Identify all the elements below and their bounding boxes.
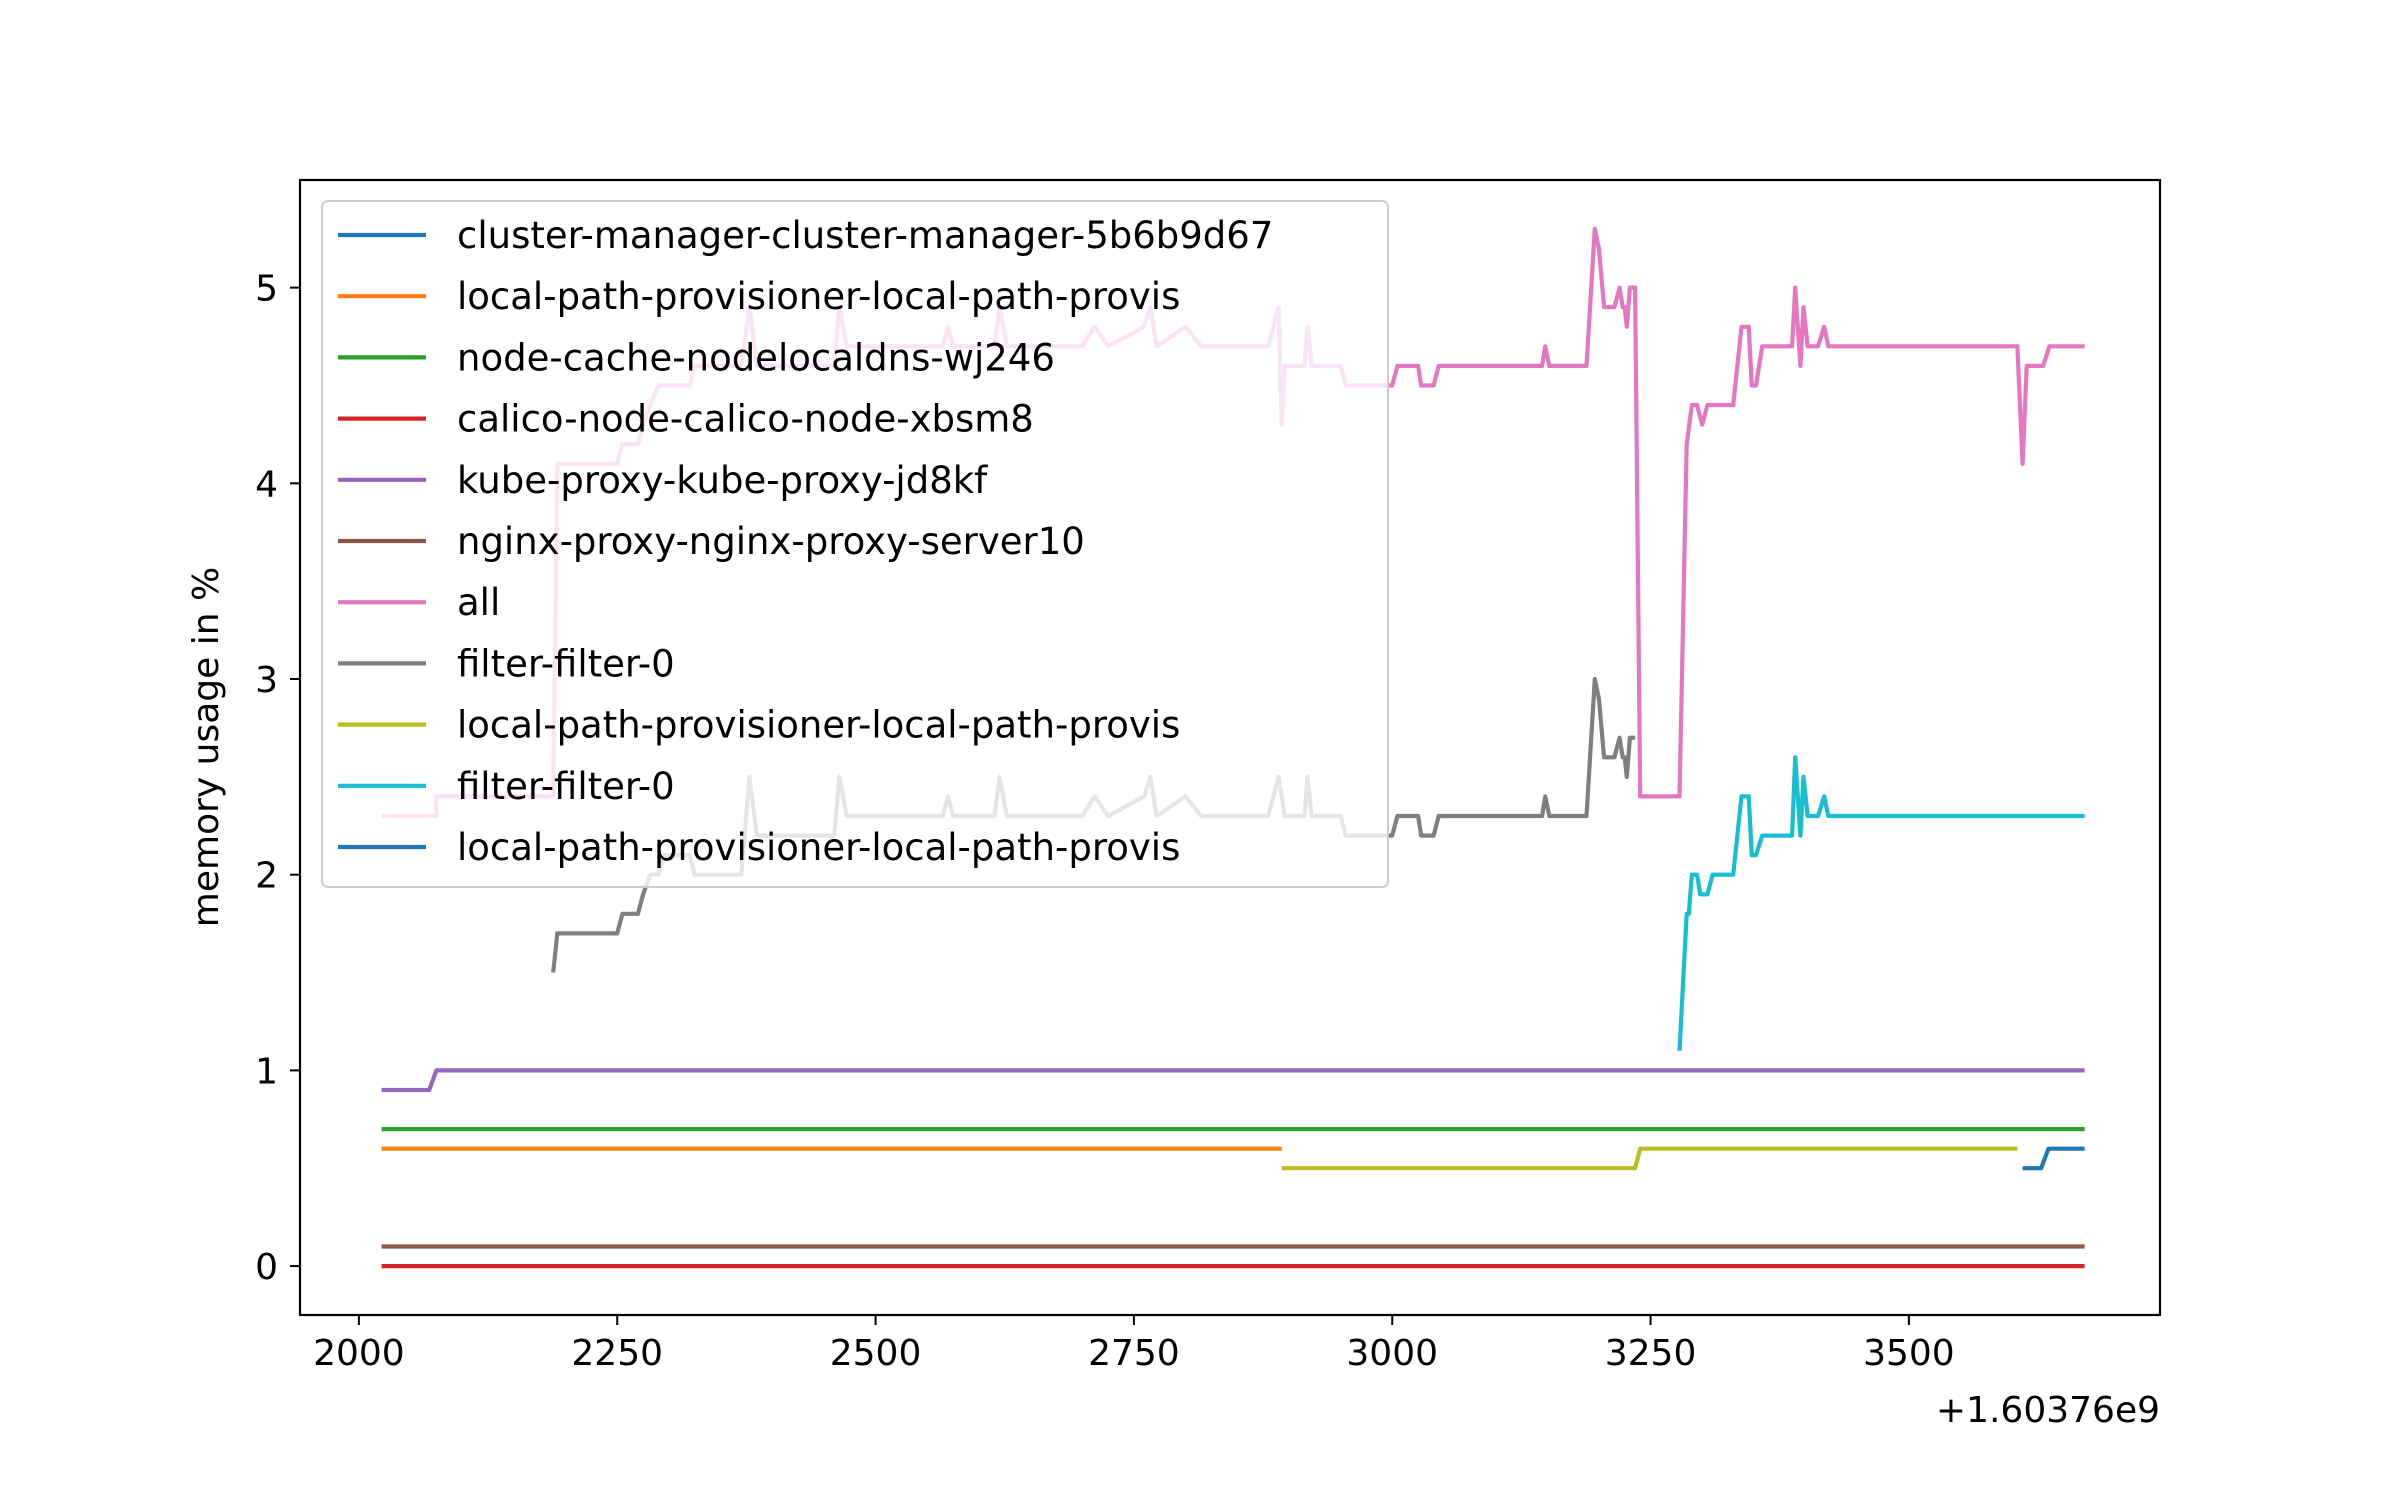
x-tick-label: 3000 xyxy=(1346,1333,1438,1374)
legend-entry: local-path-provisioner-local-path-provis xyxy=(457,826,1180,869)
y-tick-label: 2 xyxy=(255,856,278,897)
legend-entry: kube-proxy-kube-proxy-jd8kf xyxy=(457,459,988,502)
x-tick-label: 3500 xyxy=(1863,1333,1955,1374)
x-tick-label: 2500 xyxy=(830,1333,922,1374)
legend-entry: local-path-provisioner-local-path-provis xyxy=(457,275,1180,318)
legend-entry: all xyxy=(457,581,500,624)
series-line-5 xyxy=(381,1068,2085,1093)
legend-entry: filter-filter-0 xyxy=(457,765,675,808)
x-tick-label: 2000 xyxy=(313,1333,405,1374)
y-tick-label: 4 xyxy=(255,464,278,505)
y-axis-ticks: 0 1 2 3 4 5 xyxy=(255,269,300,1288)
legend-entry: filter-filter-0 xyxy=(457,642,675,685)
legend-entry: local-path-provisioner-local-path-provis xyxy=(457,704,1180,747)
legend-entry: calico-node-calico-node-xbsm8 xyxy=(457,398,1034,441)
x-tick-label: 2750 xyxy=(1088,1333,1180,1374)
series-line-11 xyxy=(2022,1146,2085,1171)
y-tick-label: 5 xyxy=(255,269,278,310)
x-tick-label: 3250 xyxy=(1605,1333,1697,1374)
plot-frame xyxy=(298,178,2162,1317)
x-axis-ticks: 2000 2250 2500 2750 3000 3250 3500 xyxy=(313,1315,1955,1374)
series-line-10 xyxy=(1677,755,2085,1051)
legend-entry: nginx-proxy-nginx-proxy-server10 xyxy=(457,520,1085,563)
y-axis-label: memory usage in % xyxy=(186,567,227,927)
series-line-9 xyxy=(1281,1146,2018,1171)
x-tick-label: 2250 xyxy=(571,1333,663,1374)
legend: cluster-manager-cluster-manager-5b6b9d67… xyxy=(321,200,1389,888)
x-offset-label: +1.60376e9 xyxy=(1936,1390,2160,1431)
y-tick-label: 1 xyxy=(255,1051,278,1092)
legend-box xyxy=(321,200,1389,888)
legend-entry: cluster-manager-cluster-manager-5b6b9d67 xyxy=(457,214,1273,257)
y-tick-label: 3 xyxy=(255,660,278,701)
legend-entry: node-cache-nodelocaldns-wj246 xyxy=(457,336,1055,379)
y-tick-label: 0 xyxy=(255,1247,278,1288)
